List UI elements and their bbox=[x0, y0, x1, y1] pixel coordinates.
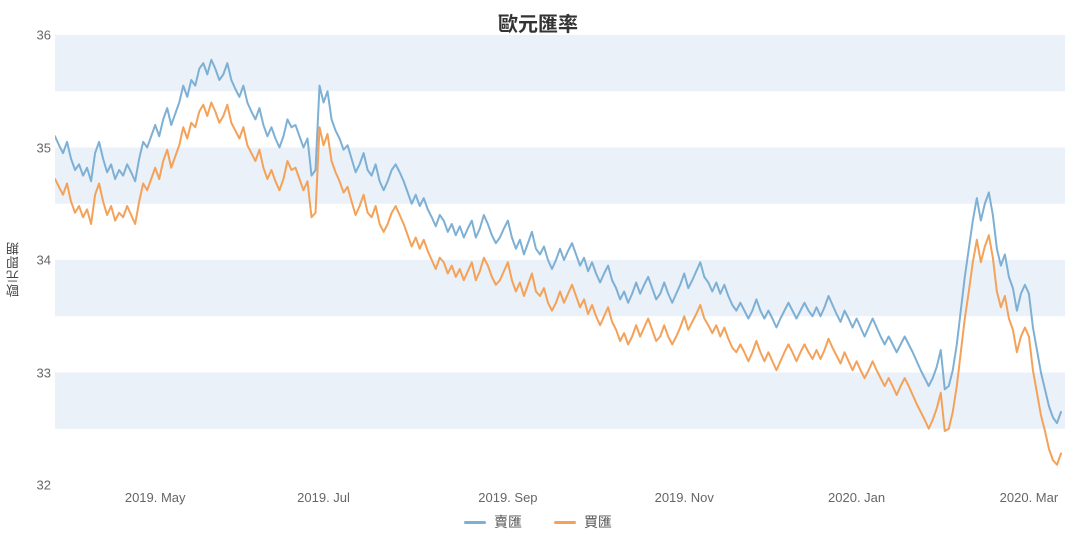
chart-title: 歐元匯率 bbox=[0, 8, 1076, 37]
legend-label-buy: 買匯 bbox=[584, 512, 612, 532]
legend: 賣匯 買匯 bbox=[0, 511, 1076, 533]
plot-area bbox=[55, 35, 1065, 485]
x-tick: 2019. Jul bbox=[297, 490, 350, 505]
y-axis-label: 歐元即期 bbox=[4, 241, 23, 297]
legend-item-buy: 買匯 bbox=[554, 512, 612, 532]
legend-item-sell: 賣匯 bbox=[464, 512, 522, 532]
x-tick: 2019. May bbox=[125, 490, 186, 505]
x-tick: 2019. Sep bbox=[478, 490, 537, 505]
y-tick: 36 bbox=[11, 28, 51, 43]
legend-swatch-sell bbox=[464, 521, 486, 524]
y-tick: 34 bbox=[11, 253, 51, 268]
x-tick: 2019. Nov bbox=[655, 490, 714, 505]
y-tick: 35 bbox=[11, 140, 51, 155]
y-tick: 33 bbox=[11, 365, 51, 380]
legend-label-sell: 賣匯 bbox=[494, 512, 522, 532]
x-tick: 2020. Mar bbox=[1000, 490, 1059, 505]
x-tick: 2020. Jan bbox=[828, 490, 885, 505]
plot-svg bbox=[55, 35, 1065, 485]
exchange-rate-chart: 歐元匯率 歐元即期 32 33 34 35 36 2019. May 2019. Jul 2… bbox=[0, 0, 1076, 538]
y-tick: 32 bbox=[11, 478, 51, 493]
legend-swatch-buy bbox=[554, 521, 576, 524]
